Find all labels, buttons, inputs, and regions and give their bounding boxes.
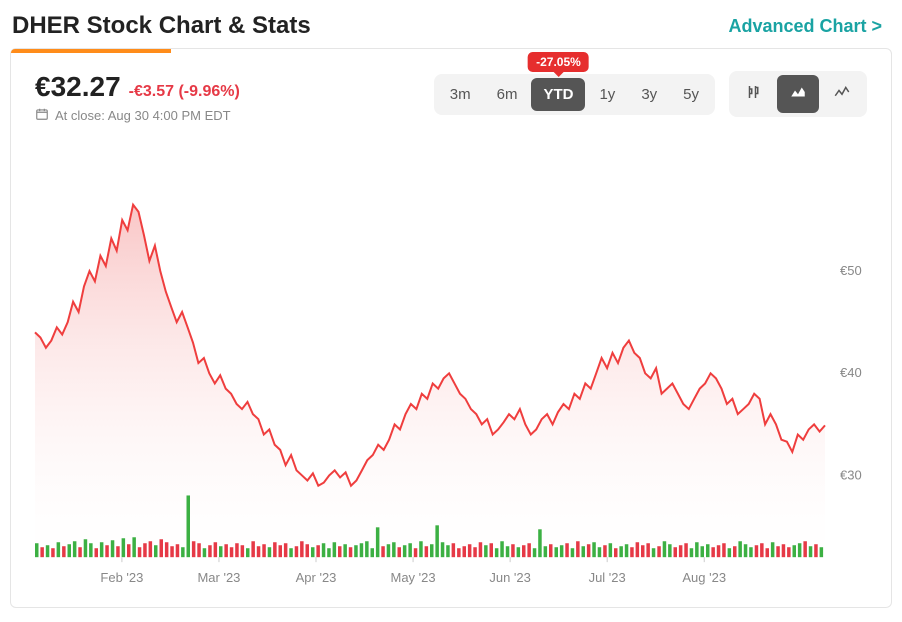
range-6m[interactable]: 6m	[485, 78, 530, 111]
advanced-chart-link[interactable]: Advanced Chart >	[728, 16, 882, 37]
stock-chart: €50 €40 €30 Feb '23 Mar '23 Apr '23 May '23 Jun…	[25, 159, 877, 595]
svg-text:Aug '23: Aug '23	[682, 570, 726, 585]
page-title: DHER Stock Chart & Stats	[12, 12, 311, 40]
range-1y[interactable]: 1y	[587, 78, 627, 111]
chart-card: €32.27 -€3.57 (-9.96%) At close: Aug 30 …	[10, 48, 892, 608]
svg-text:Jun '23: Jun '23	[489, 570, 531, 585]
chart-type-candlestick[interactable]	[733, 75, 775, 113]
chart-type-area[interactable]	[777, 75, 819, 113]
svg-text:€30: €30	[840, 467, 862, 482]
range-5y[interactable]: 5y	[671, 78, 711, 111]
price-block: €32.27 -€3.57 (-9.96%) At close: Aug 30 …	[35, 71, 240, 124]
accent-bar	[11, 49, 171, 53]
period-change-badge: -27.05%	[528, 52, 589, 72]
price-change: -€3.57 (-9.96%)	[129, 83, 240, 101]
range-group: 3m6mYTD-27.05%1y3y5y	[434, 74, 715, 115]
svg-text:Feb '23: Feb '23	[100, 570, 143, 585]
chart-type-line[interactable]	[821, 75, 863, 113]
svg-text:May '23: May '23	[391, 570, 436, 585]
calendar-icon	[35, 107, 49, 124]
current-price: €32.27	[35, 71, 121, 103]
range-ytd[interactable]: YTD-27.05%	[531, 78, 585, 111]
svg-text:Jul '23: Jul '23	[589, 570, 626, 585]
svg-text:Mar '23: Mar '23	[197, 570, 240, 585]
chart-type-group	[729, 71, 867, 117]
range-3m[interactable]: 3m	[438, 78, 483, 111]
svg-text:€40: €40	[840, 365, 862, 380]
close-time-text: At close: Aug 30 4:00 PM EDT	[55, 108, 231, 123]
svg-text:Apr '23: Apr '23	[296, 570, 337, 585]
svg-text:€50: €50	[840, 263, 862, 278]
candlestick-icon	[745, 83, 763, 105]
range-3y[interactable]: 3y	[629, 78, 669, 111]
area-icon	[789, 83, 807, 105]
line-icon	[833, 83, 851, 105]
